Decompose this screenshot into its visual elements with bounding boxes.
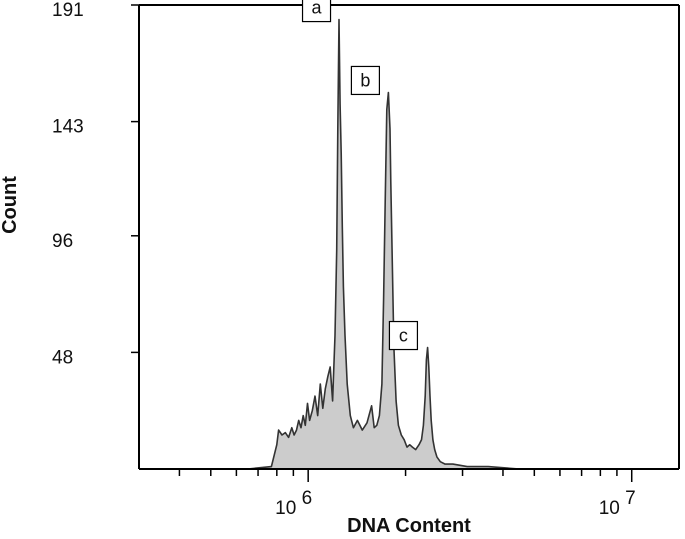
peak-label-b: b	[360, 70, 370, 90]
y-tick-label: 143	[52, 117, 84, 138]
peak-label-box	[388, 320, 419, 351]
x-tick-label: 10 7	[599, 488, 636, 519]
x-axis-title: DNA Content	[347, 515, 471, 537]
x-tick-label: 10 6	[275, 488, 312, 519]
y-axis-ticks: 48 96 143 191	[52, 0, 139, 368]
histogram-outline	[139, 18, 679, 470]
peak-label-a: a	[312, 0, 323, 18]
peak-label-box	[350, 65, 381, 96]
peak-label-box	[301, 0, 332, 23]
y-tick-label: 191	[52, 0, 84, 21]
plot-frame	[138, 4, 680, 470]
x-axis-ticks: 10 6 10 7	[178, 469, 636, 519]
peak-label-c: c	[399, 326, 408, 346]
y-tick-label: 48	[52, 347, 73, 368]
y-tick-label: 96	[52, 231, 73, 252]
peak-labels: a b c	[301, 0, 419, 351]
plot-area-background	[139, 5, 679, 469]
y-axis-title: Count	[0, 176, 21, 234]
